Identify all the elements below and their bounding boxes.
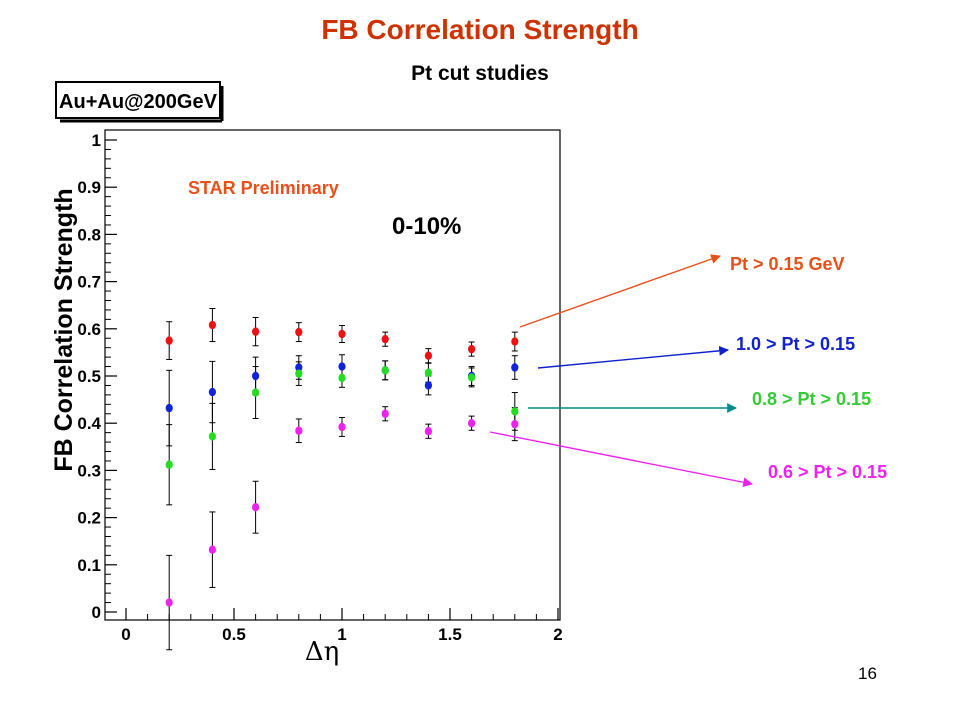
system-label-box: Au+Au@200GeV bbox=[55, 81, 224, 123]
y-tick-label: 0.7 bbox=[77, 273, 101, 292]
data-point-series-1 bbox=[338, 329, 346, 339]
y-tick-label: 0.2 bbox=[77, 509, 101, 528]
legend-callout-series-4: 0.6 > Pt > 0.15 bbox=[768, 462, 888, 482]
data-point-series-3 bbox=[468, 373, 476, 382]
data-point-series-4 bbox=[165, 598, 173, 607]
plot-frame bbox=[104, 129, 561, 621]
slide-title: FB Correlation Strength bbox=[321, 14, 639, 45]
data-point-series-2 bbox=[165, 403, 173, 413]
y-tick-label: 0.4 bbox=[77, 414, 101, 433]
x-axis-label: Δη bbox=[305, 637, 339, 667]
data-point-series-3 bbox=[338, 373, 346, 383]
data-point-series-1 bbox=[295, 327, 303, 337]
star-preliminary-label: STAR Preliminary bbox=[188, 178, 339, 198]
data-point-series-3 bbox=[252, 388, 260, 397]
data-point-series-3 bbox=[511, 407, 519, 416]
y-tick-label: 0.5 bbox=[77, 367, 101, 386]
data-point-series-3 bbox=[165, 460, 173, 469]
y-tick-label: 0.3 bbox=[77, 461, 101, 480]
callout-arrow-series-2 bbox=[537, 345, 729, 369]
data-point-series-1 bbox=[381, 334, 389, 344]
callout-arrow-series-1 bbox=[519, 254, 721, 328]
y-tick-label: 1 bbox=[92, 131, 101, 150]
x-tick-label: 1 bbox=[337, 625, 346, 644]
axes: 0 0.1 0.2 0.3 0.4 0.5 0.6 0.7 0.8 0.9 1 0 0.5 1 1.5 2 bbox=[77, 131, 562, 644]
data-point-series-1 bbox=[424, 351, 432, 360]
legend-callout-series-2: 1.0 > Pt > 0.15 bbox=[736, 334, 856, 354]
y-tick-label: 0.9 bbox=[77, 178, 101, 197]
x-tick-label: 1.5 bbox=[438, 625, 462, 644]
data-point-series-4 bbox=[338, 422, 346, 432]
system-label: Au+Au@200GeV bbox=[59, 91, 218, 113]
legend-callout-series-3: 0.8 > Pt > 0.15 bbox=[752, 389, 872, 409]
data-point-series-2 bbox=[252, 371, 260, 381]
data-point-series-4 bbox=[252, 503, 260, 512]
data-point-series-2 bbox=[511, 363, 519, 372]
y-tick-label: 0.6 bbox=[77, 320, 101, 339]
data-point-series-3 bbox=[381, 366, 389, 375]
data-point-series-4 bbox=[468, 419, 476, 428]
y-axis-label: FB Correlation Strength bbox=[50, 188, 78, 471]
data-point-series-2 bbox=[424, 381, 432, 390]
legend-callout-series-1: Pt > 0.15 GeV bbox=[730, 254, 845, 274]
data-point-series-4 bbox=[208, 545, 216, 554]
data-point-series-2 bbox=[338, 362, 346, 371]
data-point-series-4 bbox=[511, 419, 519, 429]
centrality-label: 0-10% bbox=[392, 213, 461, 240]
y-tick-label: 0 bbox=[92, 603, 101, 622]
data-point-series-1 bbox=[511, 337, 519, 346]
y-tick-label: 0.1 bbox=[77, 556, 101, 575]
x-tick-label: 0.5 bbox=[222, 625, 246, 644]
data-point-series-2 bbox=[208, 387, 216, 397]
data-point-series-3 bbox=[208, 432, 216, 441]
x-tick-label: 2 bbox=[553, 625, 562, 644]
callout-arrow-series-4 bbox=[489, 431, 753, 488]
data-point-series-3 bbox=[424, 368, 432, 377]
data-point-series-1 bbox=[252, 327, 260, 336]
data-point-series-4 bbox=[295, 426, 303, 435]
slide-subtitle: Pt cut studies bbox=[411, 62, 549, 85]
callout-arrows bbox=[489, 254, 753, 488]
data-point-series-2 bbox=[295, 363, 303, 372]
data-point-series-3 bbox=[295, 369, 303, 378]
x-tick-label: 0 bbox=[121, 625, 130, 644]
data-marks bbox=[165, 308, 519, 651]
data-point-series-4 bbox=[424, 427, 432, 436]
y-tick-label: 0.8 bbox=[77, 225, 101, 244]
data-point-series-1 bbox=[208, 320, 216, 330]
data-point-series-1 bbox=[468, 344, 476, 354]
slide-number: 16 bbox=[858, 664, 877, 683]
data-point-series-4 bbox=[381, 409, 389, 418]
data-point-series-1 bbox=[165, 336, 173, 345]
